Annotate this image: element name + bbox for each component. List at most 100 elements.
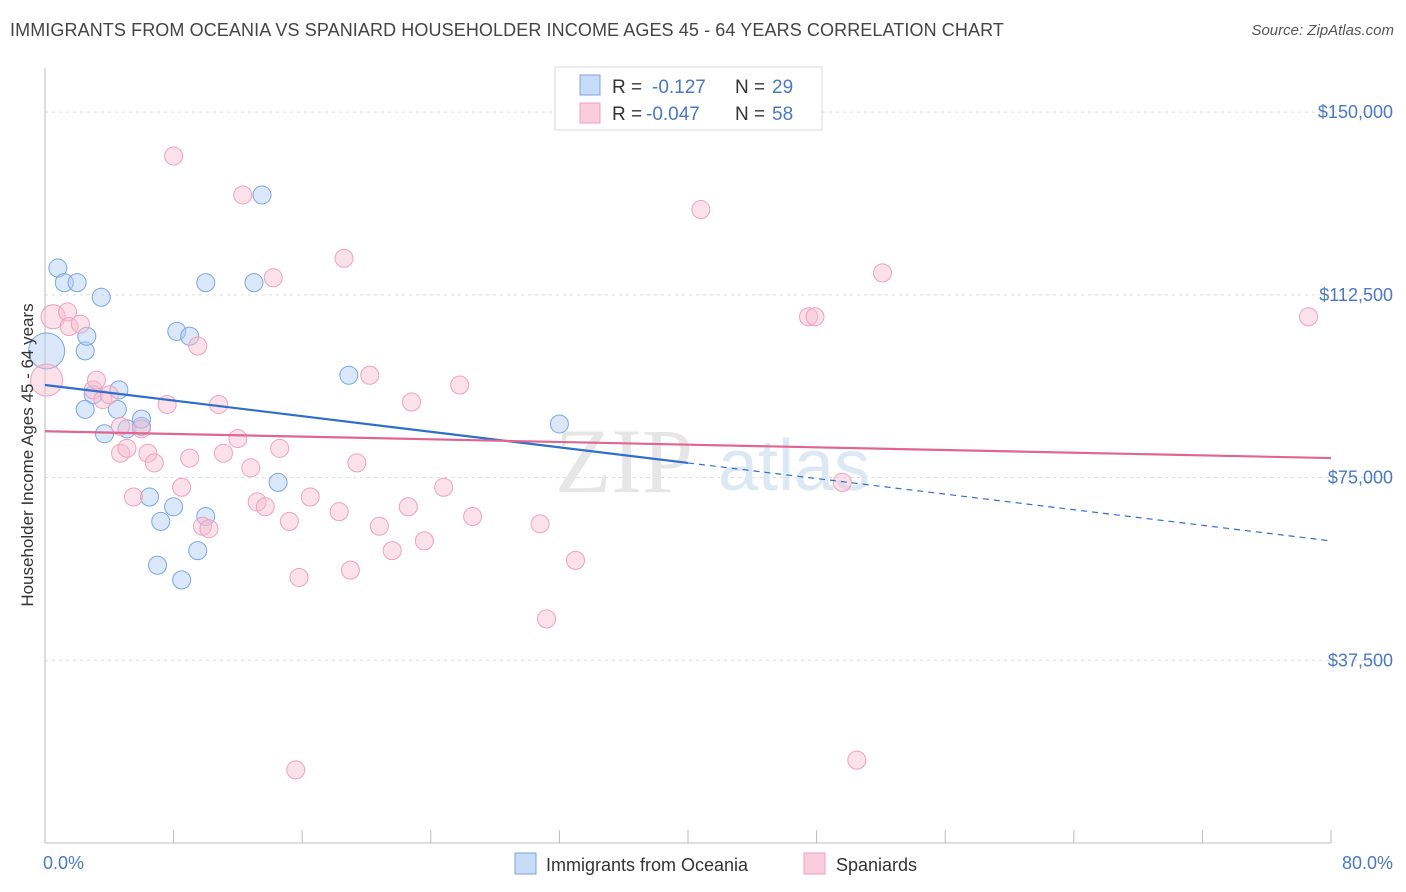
point-spaniards-31	[270, 438, 290, 458]
point-spaniards-37	[334, 248, 354, 268]
legend-n-label-spaniards: N =	[735, 104, 765, 125]
point-spaniards-58	[1298, 307, 1318, 327]
y-tick-label-3: $150,000	[1318, 102, 1393, 122]
point-spaniards-19	[180, 448, 200, 468]
point-oceania-29	[549, 414, 569, 434]
y-tick-labels: $37,500 $75,000 $112,500 $150,000	[1318, 102, 1393, 670]
point-spaniards-7	[93, 390, 113, 410]
point-spaniards-41	[369, 516, 389, 536]
point-spaniards-53	[799, 307, 819, 327]
point-spaniards-48	[463, 507, 483, 527]
legend-r-label-oceania: R =	[612, 77, 642, 98]
y-tick-label-1: $75,000	[1328, 468, 1393, 488]
point-spaniards-57	[873, 263, 893, 283]
point-spaniards-51	[565, 550, 585, 570]
point-oceania-17	[151, 511, 171, 531]
point-oceania-24	[196, 273, 216, 293]
point-spaniards-10	[111, 443, 131, 463]
point-spaniards-20	[188, 336, 208, 356]
point-spaniards-43	[398, 497, 418, 517]
point-spaniards-34	[289, 567, 309, 587]
legend-n-value-oceania: 29	[772, 77, 793, 98]
point-oceania-3	[67, 273, 87, 293]
point-spaniards-35	[300, 487, 320, 507]
point-spaniards-29	[255, 497, 275, 517]
y-axis-label: Householder Income Ages 45 - 64 years	[18, 303, 37, 606]
point-spaniards-14	[138, 443, 158, 463]
series-legend-label-oceania: Immigrants from Oceania	[546, 855, 749, 875]
point-spaniards-30	[263, 268, 283, 288]
legend-r-label-spaniards: R =	[612, 104, 642, 125]
point-spaniards-27	[241, 458, 261, 478]
point-oceania-16	[148, 555, 168, 575]
trend-oceania-solid	[44, 383, 689, 465]
point-oceania-21	[180, 326, 200, 346]
point-spaniards-6	[86, 370, 106, 390]
trend-lines	[44, 383, 1332, 542]
legend-n-label-oceania: N =	[735, 77, 765, 98]
point-oceania-28	[339, 365, 359, 385]
point-oceania-27	[268, 472, 288, 492]
point-spaniards-42	[382, 541, 402, 561]
point-spaniards-39	[347, 453, 367, 473]
point-spaniards-38	[340, 560, 360, 580]
point-oceania-5	[91, 287, 111, 307]
trend-spaniards	[44, 430, 1332, 460]
series-spaniards-points	[30, 146, 1318, 780]
point-spaniards-32	[279, 511, 299, 531]
series-legend-swatch-oceania	[514, 852, 537, 875]
point-spaniards-17	[164, 146, 184, 166]
x-tick-max: 80.0%	[1342, 853, 1393, 873]
point-spaniards-55	[832, 472, 852, 492]
point-spaniards-50	[537, 609, 557, 629]
point-oceania-18	[164, 497, 184, 517]
point-spaniards-49	[530, 514, 550, 534]
point-spaniards-2	[58, 302, 78, 322]
point-spaniards-45	[414, 531, 434, 551]
point-oceania-26	[252, 185, 272, 205]
point-spaniards-18	[172, 477, 192, 497]
x-tick-min: 0.0%	[43, 853, 84, 873]
series-legend-label-spaniards: Spaniards	[836, 855, 917, 875]
point-oceania-7	[75, 399, 95, 419]
watermark: ZIP atlas	[555, 410, 870, 512]
point-oceania-25	[244, 273, 264, 293]
point-spaniards-9	[111, 416, 131, 436]
point-spaniards-47	[450, 375, 470, 395]
point-spaniards-11	[117, 438, 137, 458]
series-legend: Immigrants from Oceania Spaniards	[514, 852, 917, 875]
point-spaniards-46	[434, 477, 454, 497]
axes	[44, 68, 1332, 844]
point-oceania-0	[28, 332, 66, 370]
chart-title: IMMIGRANTS FROM OCEANIA VS SPANIARD HOUS…	[10, 20, 1004, 40]
point-spaniards-44	[402, 392, 422, 412]
point-spaniards-54	[805, 307, 825, 327]
legend-swatch-oceania	[579, 74, 601, 96]
point-spaniards-8	[99, 385, 119, 405]
source-label: Source: ZipAtlas.com	[1251, 22, 1394, 39]
series-legend-swatch-spaniards	[803, 852, 826, 875]
stats-legend: R = -0.127 N = 29 R = -0.047 N = 58	[554, 66, 823, 131]
point-spaniards-26	[233, 185, 253, 205]
legend-r-value-oceania: -0.127	[652, 77, 706, 98]
y-tick-label-0: $37,500	[1328, 650, 1393, 670]
point-spaniards-13	[131, 419, 151, 439]
point-spaniards-56	[847, 750, 867, 770]
point-oceania-15	[139, 487, 159, 507]
point-spaniards-24	[213, 443, 233, 463]
point-spaniards-4	[70, 314, 90, 334]
point-oceania-20	[167, 321, 187, 341]
point-spaniards-12	[123, 487, 143, 507]
legend-r-value-spaniards: -0.047	[646, 104, 700, 125]
point-spaniards-3	[59, 317, 79, 337]
watermark-atlas: atlas	[718, 426, 870, 506]
trend-oceania-dashed	[687, 462, 1332, 542]
legend-swatch-spaniards	[579, 102, 601, 124]
point-spaniards-33	[286, 760, 306, 780]
legend-n-value-spaniards: 58	[772, 104, 793, 125]
point-oceania-4	[75, 341, 95, 361]
point-spaniards-52	[691, 200, 711, 220]
point-oceania-6	[77, 326, 97, 346]
point-spaniards-36	[329, 502, 349, 522]
